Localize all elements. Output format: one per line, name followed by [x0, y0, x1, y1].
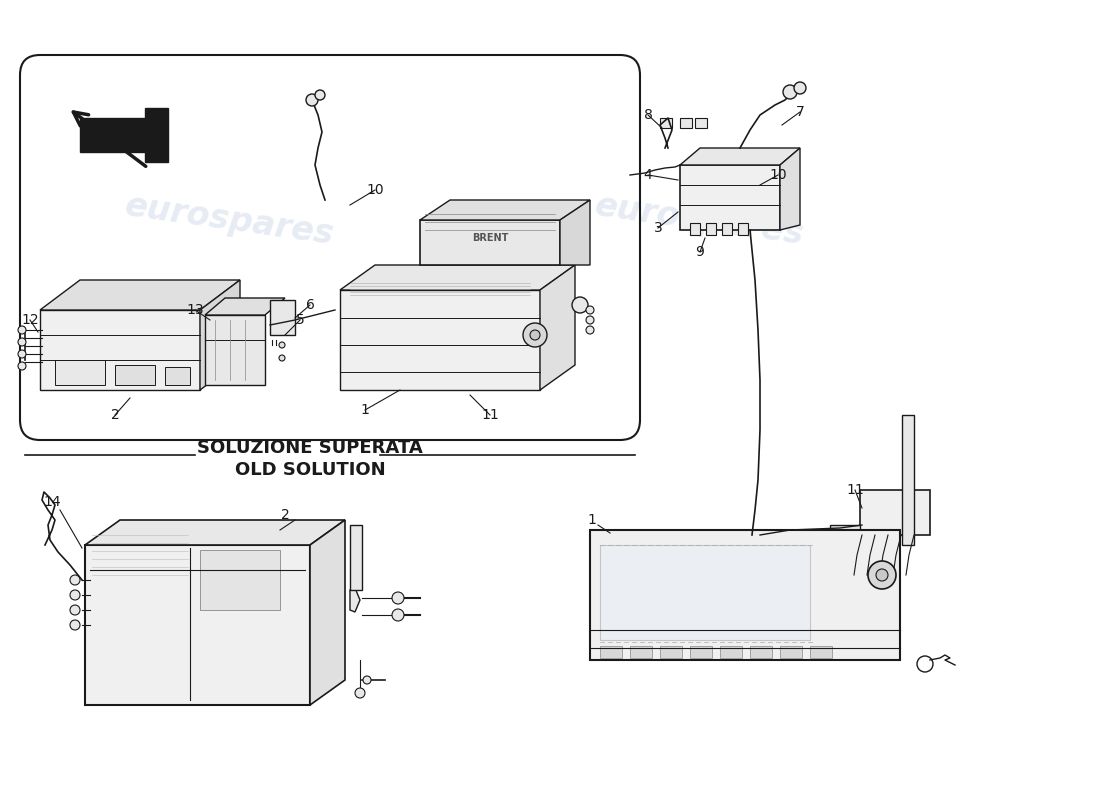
Circle shape	[315, 90, 324, 100]
Text: OLD SOLUTION: OLD SOLUTION	[234, 461, 385, 479]
Bar	[116, 365, 155, 385]
Circle shape	[70, 575, 80, 585]
Circle shape	[279, 355, 285, 361]
Bar	[350, 525, 362, 590]
Text: eurospares: eurospares	[593, 549, 806, 611]
Polygon shape	[340, 265, 575, 290]
Polygon shape	[680, 148, 800, 165]
Text: 14: 14	[43, 495, 60, 509]
Circle shape	[18, 326, 26, 334]
Bar	[902, 415, 914, 545]
Bar	[660, 118, 672, 128]
Text: 2: 2	[280, 508, 289, 522]
Bar	[860, 490, 930, 535]
Bar	[660, 646, 682, 658]
Circle shape	[70, 590, 80, 600]
Bar	[738, 223, 748, 235]
Text: 12: 12	[21, 313, 38, 327]
Bar	[810, 646, 832, 658]
Text: 8: 8	[644, 108, 652, 122]
Text: 1: 1	[587, 513, 596, 527]
Polygon shape	[590, 530, 900, 660]
Circle shape	[868, 561, 896, 589]
Bar	[706, 223, 716, 235]
Circle shape	[572, 297, 588, 313]
Text: eurospares: eurospares	[123, 549, 337, 611]
Circle shape	[363, 676, 371, 684]
Circle shape	[18, 350, 26, 358]
Polygon shape	[680, 165, 780, 230]
Text: 5: 5	[296, 313, 305, 327]
Circle shape	[392, 592, 404, 604]
Text: SOLUZIONE SUPERATA: SOLUZIONE SUPERATA	[197, 439, 422, 457]
Text: 9: 9	[695, 245, 704, 259]
Bar	[780, 646, 802, 658]
Circle shape	[783, 85, 798, 99]
Text: 6: 6	[306, 298, 315, 312]
Circle shape	[794, 82, 806, 94]
Polygon shape	[85, 545, 310, 705]
Circle shape	[530, 330, 540, 340]
Bar	[830, 525, 860, 545]
Bar	[690, 223, 700, 235]
Polygon shape	[350, 588, 360, 612]
Text: 3: 3	[653, 221, 662, 235]
Polygon shape	[205, 298, 285, 315]
Circle shape	[18, 362, 26, 370]
Text: eurospares: eurospares	[123, 189, 337, 251]
Polygon shape	[85, 520, 345, 545]
Circle shape	[586, 316, 594, 324]
Polygon shape	[200, 280, 240, 390]
Bar	[630, 646, 652, 658]
Bar	[165, 367, 190, 385]
Bar	[55, 360, 104, 385]
Polygon shape	[40, 280, 240, 310]
Bar	[695, 118, 707, 128]
Bar	[200, 550, 280, 610]
Polygon shape	[540, 265, 575, 390]
Polygon shape	[420, 220, 560, 265]
Text: 10: 10	[769, 168, 786, 182]
Polygon shape	[310, 520, 345, 705]
Circle shape	[18, 338, 26, 346]
Circle shape	[522, 323, 547, 347]
Polygon shape	[205, 315, 265, 385]
Text: 10: 10	[366, 183, 384, 197]
Text: 11: 11	[481, 408, 499, 422]
Bar	[270, 300, 295, 335]
Text: eurospares: eurospares	[593, 189, 806, 251]
Polygon shape	[40, 310, 200, 390]
Text: BRENT: BRENT	[472, 233, 508, 243]
Circle shape	[586, 306, 594, 314]
Bar	[750, 646, 772, 658]
Text: 13: 13	[186, 303, 204, 317]
Text: 11: 11	[846, 483, 864, 497]
Polygon shape	[340, 290, 540, 390]
Bar	[722, 223, 732, 235]
Circle shape	[306, 94, 318, 106]
Polygon shape	[560, 200, 590, 265]
Text: 1: 1	[361, 403, 370, 417]
Bar	[720, 646, 742, 658]
Text: 4: 4	[644, 168, 652, 182]
Circle shape	[70, 605, 80, 615]
Text: 2: 2	[111, 408, 120, 422]
Bar	[600, 646, 621, 658]
Circle shape	[392, 609, 404, 621]
Polygon shape	[420, 200, 590, 220]
Bar	[600, 545, 810, 640]
Text: 7: 7	[795, 105, 804, 119]
Bar	[680, 118, 692, 128]
Polygon shape	[780, 148, 800, 230]
Circle shape	[279, 342, 285, 348]
Circle shape	[355, 688, 365, 698]
Bar	[690, 646, 712, 658]
Circle shape	[586, 326, 594, 334]
Circle shape	[876, 569, 888, 581]
Polygon shape	[80, 108, 168, 162]
Circle shape	[70, 620, 80, 630]
